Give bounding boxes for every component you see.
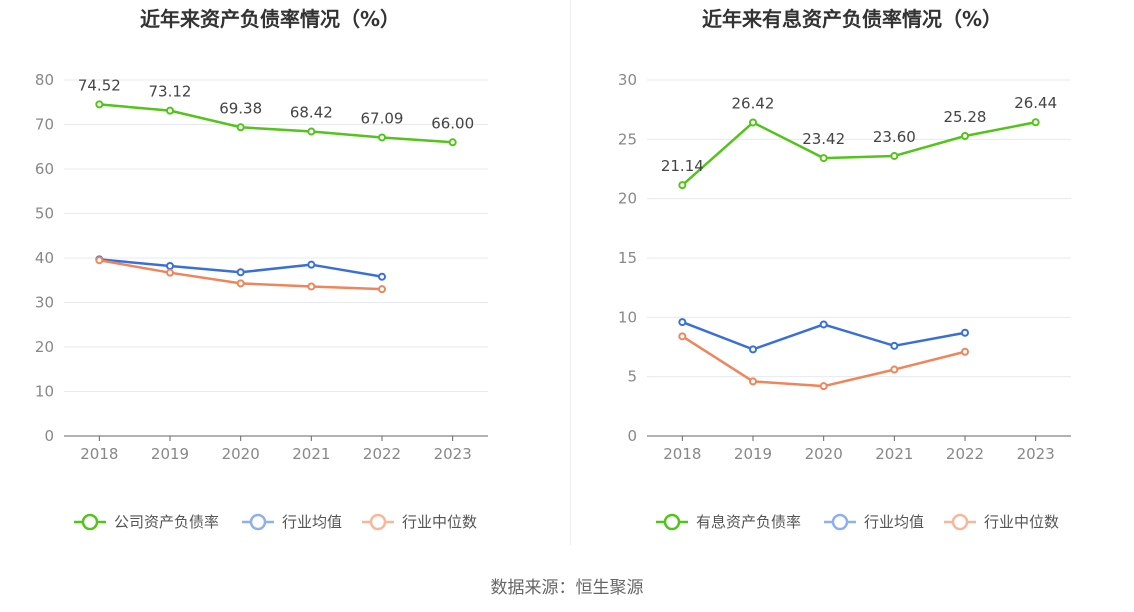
x-tick-label: 2022 xyxy=(363,445,401,463)
chart-panel-1: 近年来资产负债率情况（%） 0 10 20 30 40 50 60 70 80 2018 2019 20… xyxy=(35,7,488,531)
panel-divider xyxy=(570,0,571,545)
data-label: 67.09 xyxy=(361,109,404,127)
data-label: 21.14 xyxy=(661,157,704,175)
legend-item: 行业均值 xyxy=(824,513,924,531)
data-point xyxy=(819,154,828,163)
data-point xyxy=(1031,118,1040,127)
data-point xyxy=(678,181,687,190)
data-point xyxy=(307,282,316,291)
legend-marker xyxy=(831,513,849,531)
y-tick-label: 15 xyxy=(618,249,637,267)
chart-panel-2: 近年来有息资产负债率情况（%） 0 5 10 15 20 25 30 2018 2019 2020 2… xyxy=(618,7,1071,531)
data-point xyxy=(95,100,104,109)
data-point xyxy=(166,106,174,115)
legend-item: 有息资产负债率 xyxy=(656,513,801,531)
legend-marker xyxy=(951,513,969,531)
y-tick-label: 40 xyxy=(35,249,54,267)
data-label: 26.42 xyxy=(732,94,775,112)
legend-marker xyxy=(249,513,267,531)
legend-label: 行业中位数 xyxy=(402,513,477,531)
y-tick-label: 10 xyxy=(618,308,637,326)
x-tick-label: 2022 xyxy=(946,445,984,463)
data-label: 23.60 xyxy=(873,128,916,146)
legend-label: 行业均值 xyxy=(864,513,924,531)
data-point xyxy=(236,123,245,132)
x-tick-label: 2019 xyxy=(734,445,772,463)
x-tick-label: 2023 xyxy=(1017,445,1055,463)
data-point xyxy=(749,345,757,354)
data-point xyxy=(819,320,828,329)
data-point xyxy=(378,133,386,142)
data-point xyxy=(819,382,828,391)
data-point xyxy=(890,365,899,374)
data-point xyxy=(961,328,969,337)
data-point xyxy=(890,341,899,350)
data-point xyxy=(749,118,757,127)
y-tick-label: 20 xyxy=(35,338,54,356)
legend-item: 行业均值 xyxy=(242,513,342,531)
y-tick-label: 5 xyxy=(627,368,637,386)
series-line xyxy=(99,103,453,144)
y-tick-label: 25 xyxy=(618,130,637,148)
x-tick-label: 2020 xyxy=(222,445,260,463)
legend-item: 行业中位数 xyxy=(362,513,477,531)
data-point xyxy=(749,377,757,386)
legend-item: 行业中位数 xyxy=(944,513,1059,531)
legend-marker xyxy=(369,513,387,531)
series-line xyxy=(681,335,966,388)
x-tick-label: 2018 xyxy=(663,445,701,463)
y-tick-label: 0 xyxy=(627,427,637,445)
y-tick-label: 70 xyxy=(35,116,54,134)
data-point xyxy=(166,262,174,271)
y-tick-label: 0 xyxy=(44,427,54,445)
data-label: 26.44 xyxy=(1014,94,1057,112)
data-label: 68.42 xyxy=(290,104,333,122)
data-point xyxy=(678,318,687,327)
y-tick-label: 80 xyxy=(35,71,54,89)
data-point xyxy=(890,151,899,160)
legend-marker xyxy=(663,513,681,531)
x-tick-label: 2020 xyxy=(805,445,843,463)
legend-marker xyxy=(81,513,99,531)
y-tick-label: 60 xyxy=(35,160,54,178)
data-point xyxy=(448,138,457,147)
data-point xyxy=(678,332,687,341)
data-point xyxy=(95,256,104,265)
data-source: 数据来源：恒生聚源 xyxy=(490,578,644,598)
data-point xyxy=(378,272,386,281)
legend-label: 公司资产负债率 xyxy=(114,513,219,531)
data-point xyxy=(307,127,316,136)
x-tick-label: 2021 xyxy=(292,445,330,463)
data-label: 66.00 xyxy=(431,114,474,132)
chart-title: 近年来有息资产负债率情况（%） xyxy=(702,7,1002,31)
data-label: 74.52 xyxy=(78,76,121,94)
x-tick-label: 2019 xyxy=(151,445,189,463)
data-point xyxy=(378,285,386,294)
data-point xyxy=(236,279,245,288)
series-line xyxy=(681,121,1036,187)
legend-item: 公司资产负债率 xyxy=(74,513,219,531)
x-tick-label: 2023 xyxy=(434,445,472,463)
data-label: 69.38 xyxy=(219,99,262,117)
data-label: 25.28 xyxy=(944,108,987,126)
y-tick-label: 20 xyxy=(618,190,637,208)
data-point xyxy=(307,260,316,269)
x-tick-label: 2018 xyxy=(80,445,118,463)
data-point xyxy=(166,268,174,277)
y-tick-label: 10 xyxy=(35,383,54,401)
data-label: 23.42 xyxy=(802,130,845,148)
y-tick-label: 50 xyxy=(35,205,54,223)
y-tick-label: 30 xyxy=(618,71,637,89)
y-tick-label: 30 xyxy=(35,294,54,312)
data-point xyxy=(236,268,245,277)
legend-label: 有息资产负债率 xyxy=(696,513,801,531)
chart-title: 近年来资产负债率情况（%） xyxy=(140,7,400,31)
x-tick-label: 2021 xyxy=(875,445,913,463)
data-label: 73.12 xyxy=(149,83,192,101)
legend-label: 行业中位数 xyxy=(984,513,1059,531)
legend-label: 行业均值 xyxy=(282,513,342,531)
data-point xyxy=(961,347,969,356)
data-point xyxy=(961,132,969,141)
